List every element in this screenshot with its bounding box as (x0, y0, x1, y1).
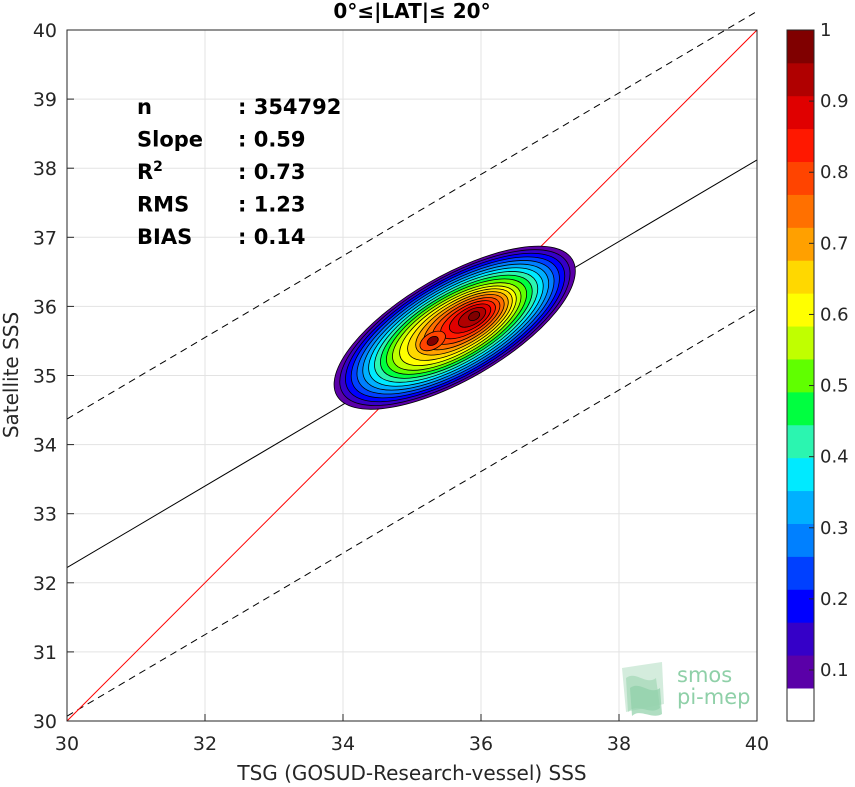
stat-value: : 0.73 (238, 160, 306, 184)
stat-value: : 0.14 (238, 225, 306, 249)
y-axis-ticks: 30 31 32 33 34 35 36 37 38 39 40 (33, 20, 74, 733)
upper-envelope-line (66, 10, 758, 420)
x-tick-label: 38 (607, 733, 631, 755)
colorbar-tick-label: 1 (820, 20, 831, 41)
colorbar-segment (787, 260, 814, 294)
stat-label: R2 (137, 159, 163, 184)
colorbar-segment (787, 391, 814, 426)
y-tick-label: 38 (33, 158, 57, 180)
density-contours (333, 245, 576, 410)
colorbar-segment (787, 30, 814, 64)
x-tick-label: 34 (331, 733, 355, 755)
density-contour-level (468, 311, 481, 322)
x-tick-label: 30 (55, 733, 79, 755)
colorbar-segment (787, 359, 814, 393)
colorbar-segment (787, 194, 814, 228)
colorbar-segment (787, 556, 814, 590)
y-tick-label: 31 (33, 642, 57, 664)
smos-pimep-logo: smos pi-mep (622, 662, 750, 716)
colorbar-segment (787, 227, 814, 261)
colorbar-segment (787, 293, 814, 327)
logo-text-smos: smos (677, 663, 732, 687)
colorbar-tick-label: 0.6 (820, 304, 849, 325)
colorbar-tick-label: 0.2 (820, 589, 849, 610)
colorbar-segment (787, 424, 814, 459)
stat-value: : 1.23 (238, 193, 306, 217)
density-peak-marker (426, 335, 439, 346)
x-tick-label: 36 (469, 733, 493, 755)
colorbar-segment (787, 62, 814, 97)
y-axis-label: Satellite SSS (0, 312, 23, 438)
y-tick-label: 39 (33, 89, 57, 111)
stat-label: RMS (137, 193, 189, 217)
y-tick-label: 33 (33, 504, 57, 526)
stat-value: : 0.59 (238, 128, 306, 152)
x-tick-label: 32 (193, 733, 217, 755)
colorbar-segment (787, 688, 814, 722)
colorbar-segment (787, 326, 814, 360)
x-axis-ticks: 30 32 34 36 38 40 (55, 714, 769, 755)
colorbar-tick-label: 0.8 (820, 162, 849, 183)
stat-superscript: 2 (153, 159, 163, 175)
colorbar-frame (786, 29, 815, 722)
logo-text-pimep: pi-mep (677, 685, 750, 709)
colorbar-tick-label: 0.5 (820, 376, 849, 397)
colorbar-segment (787, 490, 814, 524)
y-tick-label: 36 (33, 296, 57, 318)
colorbar-segment (787, 655, 814, 689)
y-tick-label: 40 (33, 20, 57, 42)
colorbar-tick-label: 0.4 (820, 447, 849, 468)
stat-label: Slope (137, 128, 203, 152)
statistics-block: n : 354792 Slope : 0.59 R2 : 0.73 RMS : 1.23 BIA… (137, 95, 341, 249)
colorbar-tick-label: 0.1 (820, 660, 849, 681)
colorbar (786, 29, 815, 722)
stat-label: n (137, 95, 152, 119)
y-tick-label: 34 (33, 435, 57, 457)
stat-label: BIAS (137, 225, 192, 249)
colorbar-segment (787, 161, 814, 195)
colorbar-segment (787, 457, 814, 492)
colorbar-tick-label: 0.3 (820, 518, 849, 539)
y-tick-label: 37 (33, 227, 57, 249)
x-axis-label: TSG (GOSUD-Research-vessel) SSS (236, 761, 586, 785)
x-tick-label: 40 (745, 733, 769, 755)
y-tick-label: 30 (33, 711, 57, 733)
chart-title: 0°≤|LAT|≤ 20° (333, 0, 490, 23)
y-tick-label: 35 (33, 366, 57, 388)
y-tick-label: 32 (33, 573, 57, 595)
lower-envelope-line (66, 308, 758, 717)
colorbar-segment (787, 523, 814, 557)
stat-value: : 354792 (238, 95, 341, 119)
colorbar-segment (787, 589, 814, 623)
colorbar-tick-label: 0.7 (820, 233, 849, 254)
colorbar-tick-label: 0.9 (820, 91, 849, 112)
colorbar-segment (787, 128, 814, 163)
colorbar-ticks: 0.1 0.2 0.3 0.4 0.5 0.6 0.7 0.8 0.9 1 (809, 20, 849, 681)
colorbar-segment (787, 622, 814, 656)
